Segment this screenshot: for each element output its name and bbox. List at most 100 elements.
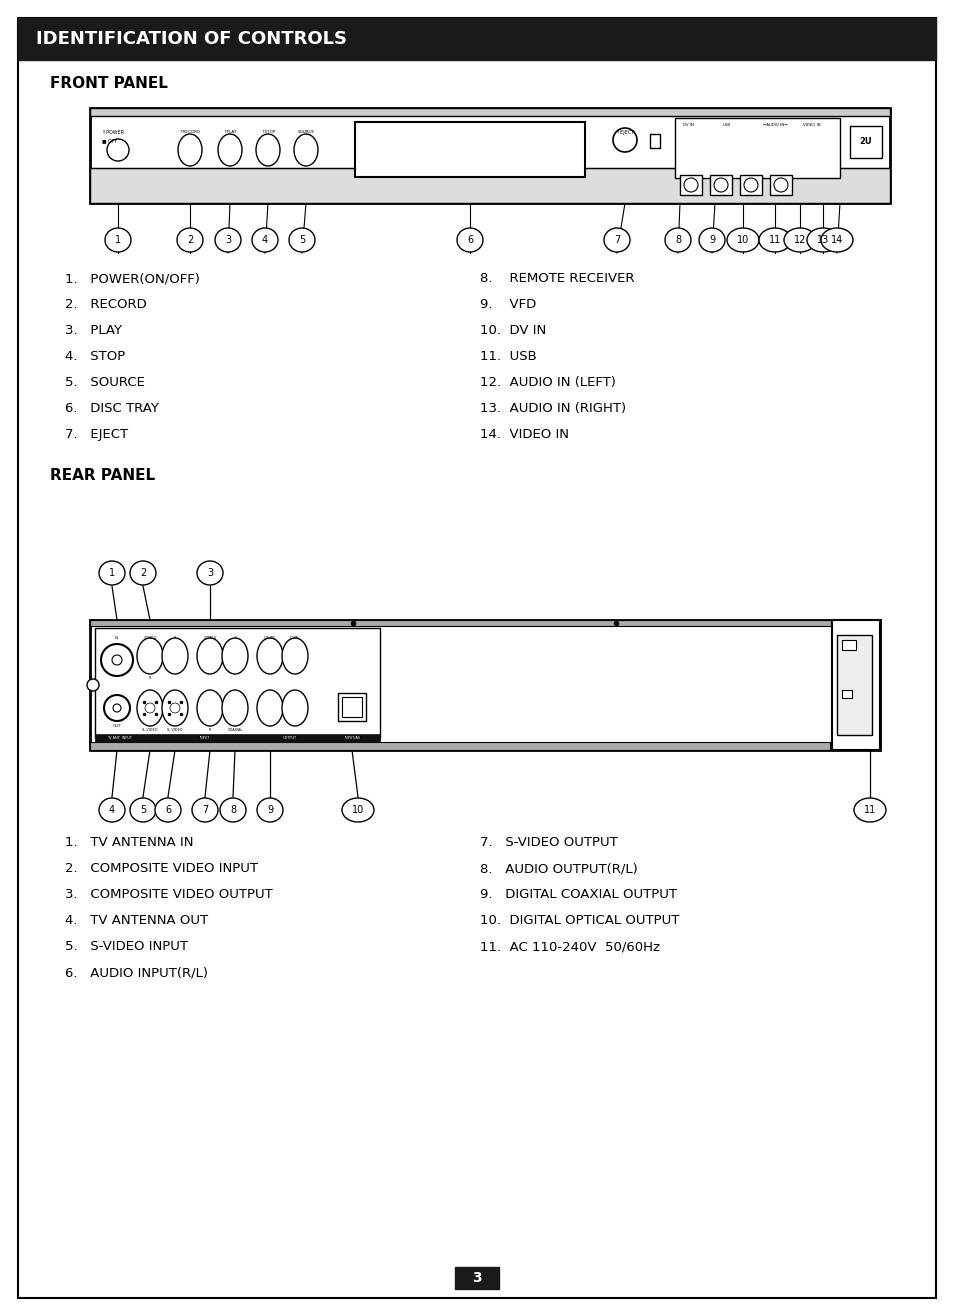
Ellipse shape — [256, 797, 283, 822]
Text: 2U: 2U — [859, 137, 871, 146]
Text: 12.  AUDIO IN (LEFT): 12. AUDIO IN (LEFT) — [479, 376, 616, 390]
Ellipse shape — [289, 228, 314, 251]
Ellipse shape — [99, 561, 125, 586]
Text: ↑EJECT: ↑EJECT — [616, 130, 634, 136]
Text: R: R — [173, 636, 176, 640]
Bar — [709, 175, 731, 195]
Text: 11: 11 — [863, 805, 875, 815]
Text: INPUT/AS: INPUT/AS — [345, 736, 360, 740]
Text: SL.VIDEO: SL.VIDEO — [142, 728, 158, 732]
Text: 13: 13 — [816, 236, 828, 245]
Bar — [836, 636, 871, 736]
Text: Y: Y — [233, 636, 235, 640]
Text: INPUT/AS: INPUT/AS — [343, 736, 362, 740]
Text: 11: 11 — [768, 236, 781, 245]
Circle shape — [104, 695, 130, 721]
Ellipse shape — [252, 228, 277, 251]
Text: ■ OFF: ■ OFF — [102, 138, 117, 143]
Text: 3.   COMPOSITE VIDEO OUTPUT: 3. COMPOSITE VIDEO OUTPUT — [65, 888, 273, 901]
Text: 9.    VFD: 9. VFD — [479, 297, 536, 311]
Ellipse shape — [137, 638, 163, 674]
Bar — [675, 118, 840, 178]
Bar — [849, 126, 882, 158]
Text: 7.   S-VIDEO OUTPUT: 7. S-VIDEO OUTPUT — [479, 836, 618, 849]
Ellipse shape — [162, 690, 188, 726]
Text: SOURCE: SOURCE — [297, 130, 314, 134]
Text: 4: 4 — [262, 236, 268, 245]
Ellipse shape — [196, 561, 223, 586]
Bar — [95, 734, 379, 742]
Circle shape — [683, 178, 698, 192]
Bar — [455, 1267, 498, 1288]
Text: 11.  USB: 11. USB — [479, 350, 537, 363]
Text: SL.VIDEO: SL.VIDEO — [167, 728, 183, 732]
Ellipse shape — [282, 690, 308, 726]
Text: R: R — [209, 728, 211, 732]
Text: 1: 1 — [114, 236, 121, 245]
Text: 1.   TV ANTENNA IN: 1. TV ANTENNA IN — [65, 836, 193, 849]
Ellipse shape — [154, 797, 181, 822]
Bar — [341, 697, 361, 717]
Text: 6: 6 — [165, 805, 171, 815]
Text: TV ANT. INPUT: TV ANT. INPUT — [106, 736, 134, 740]
Text: 2: 2 — [140, 569, 146, 578]
Text: ←AUDIO IN→: ←AUDIO IN→ — [762, 122, 786, 128]
Text: INPUT: INPUT — [199, 736, 211, 740]
Ellipse shape — [162, 638, 188, 674]
Text: 8: 8 — [674, 236, 680, 245]
Text: REAR PANEL: REAR PANEL — [50, 468, 155, 483]
Ellipse shape — [130, 561, 156, 586]
Text: 6.   DISC TRAY: 6. DISC TRAY — [65, 401, 159, 415]
Text: 10.  DIGITAL OPTICAL OUTPUT: 10. DIGITAL OPTICAL OUTPUT — [479, 915, 679, 926]
Text: 3: 3 — [207, 569, 213, 578]
Text: 5.   SOURCE: 5. SOURCE — [65, 376, 145, 390]
Text: OUT: OUT — [112, 724, 121, 728]
Text: OUTPUT: OUTPUT — [283, 736, 296, 740]
Ellipse shape — [99, 797, 125, 822]
Text: 14: 14 — [830, 236, 842, 245]
Text: 9: 9 — [267, 805, 273, 815]
Text: 14.  VIDEO IN: 14. VIDEO IN — [479, 428, 568, 441]
Text: TV ANT. INPUT: TV ANT. INPUT — [108, 736, 132, 740]
Ellipse shape — [214, 228, 241, 251]
Text: 7: 7 — [202, 805, 208, 815]
Text: 9: 9 — [708, 236, 715, 245]
Ellipse shape — [603, 228, 629, 251]
Ellipse shape — [192, 797, 218, 822]
Ellipse shape — [105, 228, 131, 251]
Text: 1: 1 — [109, 569, 115, 578]
Text: 10: 10 — [352, 805, 364, 815]
Circle shape — [112, 704, 121, 712]
Circle shape — [145, 703, 154, 713]
Text: 4.   TV ANTENNA OUT: 4. TV ANTENNA OUT — [65, 915, 208, 926]
Ellipse shape — [177, 228, 203, 251]
Text: 6.   AUDIO INPUT(R/L): 6. AUDIO INPUT(R/L) — [65, 966, 208, 979]
Text: 5: 5 — [140, 805, 146, 815]
Text: C-VIN: C-VIN — [290, 636, 299, 640]
Text: 2: 2 — [187, 236, 193, 245]
Circle shape — [107, 139, 129, 161]
Text: 10: 10 — [736, 236, 748, 245]
Ellipse shape — [294, 134, 317, 166]
Text: 12: 12 — [793, 236, 805, 245]
Text: OUTPUT: OUTPUT — [281, 736, 298, 740]
Text: 7.   EJECT: 7. EJECT — [65, 428, 128, 441]
Ellipse shape — [664, 228, 690, 251]
Ellipse shape — [282, 638, 308, 674]
Text: IDENTIFICATION OF CONTROLS: IDENTIFICATION OF CONTROLS — [36, 30, 347, 47]
Circle shape — [773, 178, 787, 192]
Text: 4: 4 — [109, 805, 115, 815]
Text: 5: 5 — [298, 236, 305, 245]
Ellipse shape — [218, 134, 242, 166]
Text: 7: 7 — [613, 236, 619, 245]
Bar — [18, 18, 935, 61]
Text: ↑RECORD: ↑RECORD — [179, 130, 200, 134]
Text: C/S-PB: C/S-PB — [264, 636, 275, 640]
Bar — [841, 690, 851, 697]
Text: FRONT PANEL: FRONT PANEL — [50, 76, 168, 92]
Text: 8.    REMOTE RECEIVER: 8. REMOTE RECEIVER — [479, 272, 634, 286]
Ellipse shape — [759, 228, 790, 251]
Ellipse shape — [783, 228, 815, 251]
Text: 8.   AUDIO OUTPUT(R/L): 8. AUDIO OUTPUT(R/L) — [479, 862, 638, 875]
Text: 2.   COMPOSITE VIDEO INPUT: 2. COMPOSITE VIDEO INPUT — [65, 862, 257, 875]
